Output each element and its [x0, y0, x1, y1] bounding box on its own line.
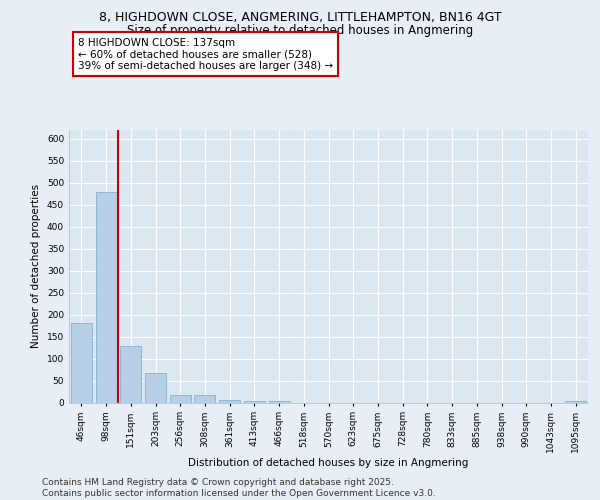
Bar	[120, 346, 141, 403]
X-axis label: Distribution of detached houses by size in Angmering: Distribution of detached houses by size …	[188, 458, 469, 468]
Bar	[194, 396, 215, 402]
Bar	[219, 400, 240, 402]
Text: Size of property relative to detached houses in Angmering: Size of property relative to detached ho…	[127, 24, 473, 37]
Text: 8, HIGHDOWN CLOSE, ANGMERING, LITTLEHAMPTON, BN16 4GT: 8, HIGHDOWN CLOSE, ANGMERING, LITTLEHAMP…	[98, 11, 502, 24]
Bar	[145, 372, 166, 402]
Bar	[71, 323, 92, 402]
Bar	[244, 400, 265, 402]
Bar	[170, 395, 191, 402]
Bar	[95, 192, 116, 402]
Bar	[269, 401, 290, 402]
Bar	[565, 401, 586, 402]
Text: Contains HM Land Registry data © Crown copyright and database right 2025.
Contai: Contains HM Land Registry data © Crown c…	[42, 478, 436, 498]
Text: 8 HIGHDOWN CLOSE: 137sqm
← 60% of detached houses are smaller (528)
39% of semi-: 8 HIGHDOWN CLOSE: 137sqm ← 60% of detach…	[78, 38, 333, 70]
Y-axis label: Number of detached properties: Number of detached properties	[31, 184, 41, 348]
